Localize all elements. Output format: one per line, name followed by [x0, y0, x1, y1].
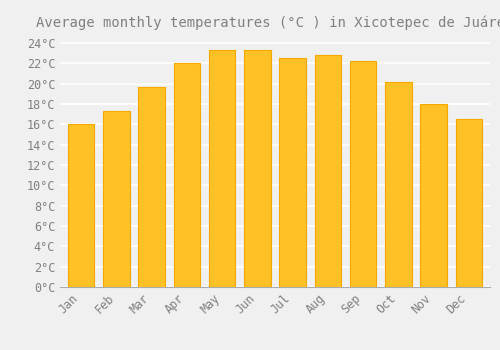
Bar [420, 104, 447, 287]
Bar [456, 119, 482, 287]
Bar [385, 82, 411, 287]
Bar [350, 61, 376, 287]
Bar [280, 58, 306, 287]
Title: Average monthly temperatures (°C ) in Xicotepec de Juárez: Average monthly temperatures (°C ) in Xi… [36, 15, 500, 30]
Bar [68, 124, 94, 287]
Bar [103, 111, 130, 287]
Bar [314, 55, 341, 287]
Bar [174, 63, 200, 287]
Bar [244, 50, 270, 287]
Bar [138, 87, 165, 287]
Bar [209, 50, 236, 287]
